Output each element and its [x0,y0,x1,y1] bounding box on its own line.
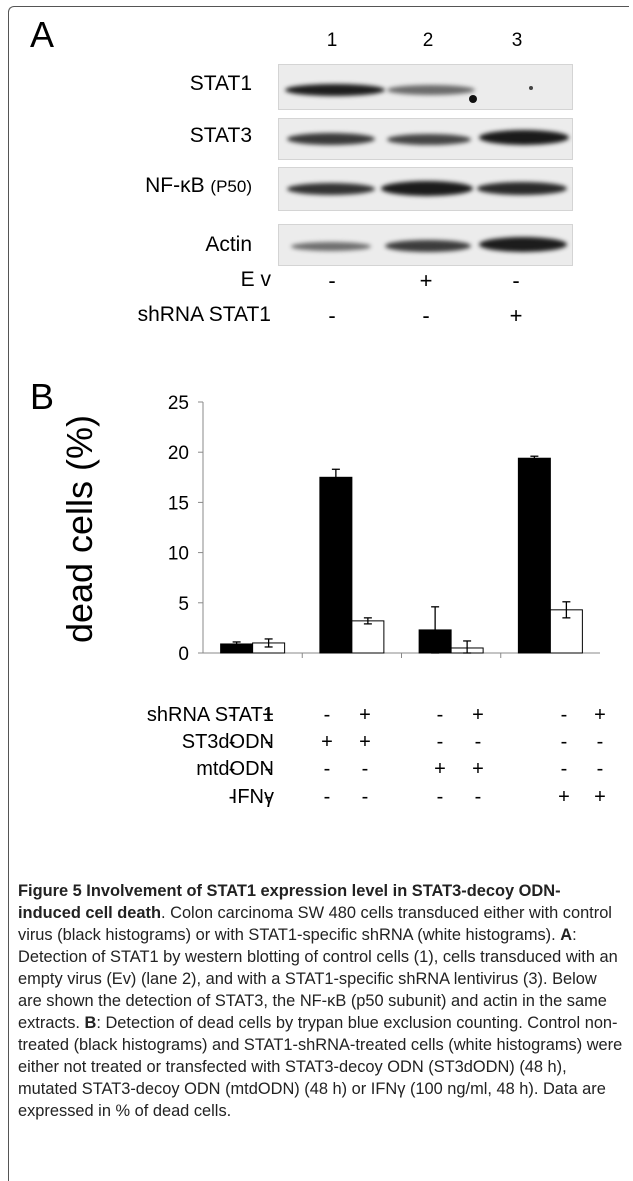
panel-b-treatment-label: IFNγ [231,786,274,808]
caption-text-2: : Detection of STAT1 by western blotting… [18,926,618,1032]
y-tick-label: 0 [178,644,189,665]
western-blot-actin [278,224,573,266]
lane-number-2: 2 [422,30,434,51]
panel-b-treatment-sign: - [560,731,568,753]
y-tick-label: 20 [168,443,189,464]
panel-b-treatment-sign: - [436,731,444,753]
y-tick-label: 5 [178,594,189,615]
panel-b-treatment-sign: + [558,786,570,808]
panel-b-treatment-sign: + [434,758,446,780]
panel-b-treatment-sign: + [594,704,606,726]
panel-b-treatment-sign: - [264,786,272,808]
bar-shrna-stat1 [351,620,385,654]
blot-label-stat3: STAT3 [189,124,252,147]
blot-label-actin: Actin [205,233,252,256]
lane-number-1: 1 [326,30,338,51]
caption-panel-b: B [84,1014,97,1032]
caption-panel-a: A [560,926,573,944]
y-axis-label: dead cells (%) [59,415,100,643]
treatment-sign: + [509,303,523,328]
panel-b-treatment-sign: - [323,758,331,780]
panel-b-treatment-sign: + [321,731,333,753]
western-blot-nfkb [278,167,573,211]
panel-b-treatment-sign: + [472,704,484,726]
treatment-label-shrna-stat1: shRNA STAT1 [137,303,271,326]
blot-label-nfkb: NF-κB (P50) [145,174,252,197]
western-blot-stat3 [278,118,573,160]
panel-b-treatment-sign: + [359,731,371,753]
panel-b-treatment-sign: + [262,704,274,726]
bar-control [517,457,551,654]
lane-number-3: 3 [511,30,523,51]
panel-b-treatment-sign: - [596,758,604,780]
panel-b-treatment-sign: - [560,704,568,726]
y-tick-label: 10 [168,544,189,565]
y-tick-label: 15 [168,493,189,514]
panel-b-treatment-sign: + [594,786,606,808]
panel-b-treatment-sign: - [436,704,444,726]
figure-frame [8,6,629,1181]
caption-text-1: . Colon carcinoma SW 480 cells transduce… [18,904,612,944]
bar-chart: dead cells (%) 0 5 10 15 20 25 [59,393,600,665]
treatment-sign: - [422,303,430,328]
treatment-label-ev: E v [240,268,271,291]
panel-b-treatment-sign: - [264,731,272,753]
caption-title: Figure 5 Involvement of STAT1 expression… [18,882,561,922]
panel-b-letter: B [30,376,55,417]
treatment-sign: - [328,268,336,293]
treatment-sign: - [328,303,336,328]
panel-b-treatment-sign: - [228,786,236,808]
panel-b-treatment-sign: - [264,758,272,780]
panel-b-treatment-sign: - [361,758,369,780]
panel-b-treatment-sign: - [436,786,444,808]
treatment-sign: + [419,268,433,293]
panel-b-treatment-sign: - [560,758,568,780]
panel-b-treatment-sign: + [359,704,371,726]
western-blot-stat1 [278,64,573,110]
treatment-sign: - [512,268,520,293]
panel-b-treatment-label: mtdODN [196,758,274,780]
panel-b-treatment-sign: - [361,786,369,808]
panel-b-treatment-sign: - [228,731,236,753]
bar-control [319,476,353,654]
blot-label-stat1: STAT1 [189,72,252,95]
panel-b-treatment-sign: - [596,731,604,753]
panel-b-treatment-sign: - [323,786,331,808]
panel-b-treatment-sign: - [228,704,236,726]
panel-b-treatment-label: ST3dODN [181,731,274,753]
panel-a-letter: A [30,14,55,55]
y-tick-label: 25 [168,393,189,414]
panel-b-treatment-label: shRNA STAT1 [146,704,274,726]
panel-b-treatment-sign: - [474,731,482,753]
panel-b-treatment-sign: - [228,758,236,780]
panel-b-treatment-sign: - [323,704,331,726]
panel-b-treatment-sign: - [474,786,482,808]
caption-text-3: : Detection of dead cells by trypan blue… [18,1014,623,1120]
panel-b-treatment-sign: + [472,758,484,780]
figure-caption: Figure 5 Involvement of STAT1 expression… [18,880,623,1122]
